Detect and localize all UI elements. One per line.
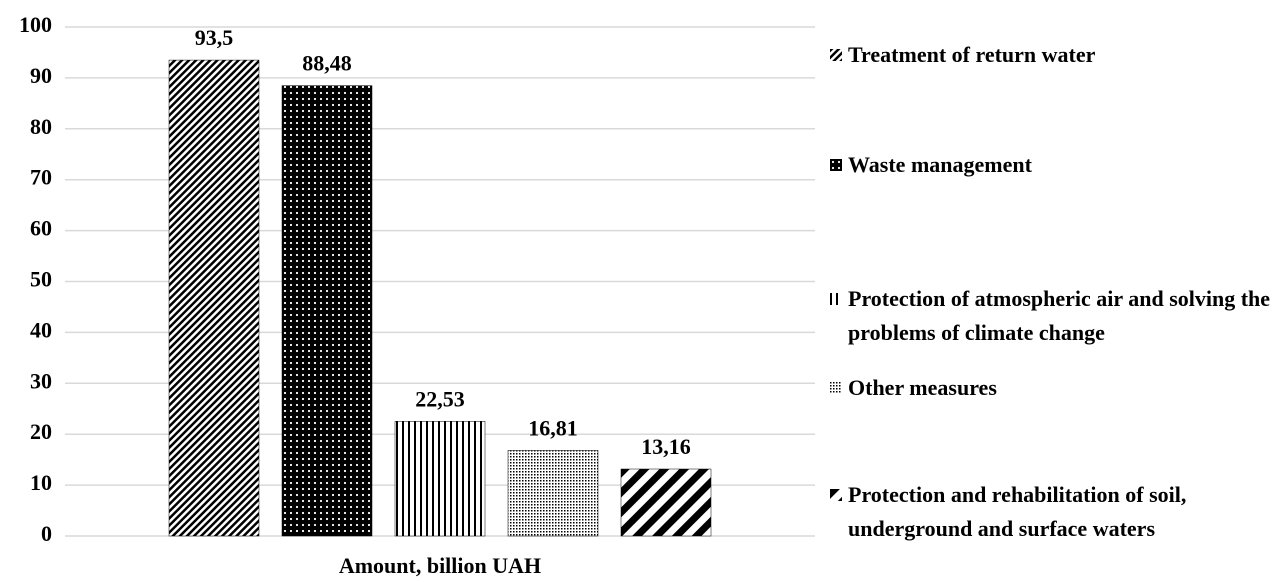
legend-swatch-fill <box>830 159 842 171</box>
y-tick-label: 60 <box>30 216 52 241</box>
legend-label: Other measures <box>848 375 997 400</box>
y-tick-label: 20 <box>30 419 52 444</box>
data-label: 13,16 <box>641 434 691 459</box>
x-tick-label: Amount, billion UAH <box>339 553 541 578</box>
bar <box>168 59 260 537</box>
bar <box>281 85 373 537</box>
y-tick-label: 10 <box>30 470 52 495</box>
legend-swatch-fill <box>830 489 842 501</box>
y-tick-label: 100 <box>19 12 52 37</box>
legend-item: Protection of atmospheric air and solvin… <box>830 282 1273 350</box>
legend-swatch <box>830 159 842 171</box>
y-tick-label: 90 <box>30 63 52 88</box>
legend-item: Treatment of return water <box>830 38 1273 72</box>
legend-swatch <box>830 49 842 61</box>
bar <box>507 450 599 537</box>
data-label: 16,81 <box>528 415 578 440</box>
y-tick-label: 80 <box>30 114 52 139</box>
legend-swatch <box>830 293 842 305</box>
y-tick-label: 70 <box>30 165 52 190</box>
bar <box>620 468 712 537</box>
legend-label: Waste management <box>848 152 1032 177</box>
legend-swatch-fill <box>830 293 842 305</box>
y-tick-label: 0 <box>41 521 52 546</box>
y-tick-label: 30 <box>30 368 52 393</box>
legend-item: Protection and rehabilitation of soil, u… <box>830 478 1273 546</box>
legend-label: Treatment of return water <box>848 42 1096 67</box>
bar <box>394 421 486 537</box>
legend-item: Other measures <box>830 371 1273 405</box>
legend-label: Protection of atmospheric air and solvin… <box>848 286 1271 345</box>
legend-swatch-fill <box>830 382 842 394</box>
legend-swatch-fill <box>830 49 842 61</box>
legend-label: Protection and rehabilitation of soil, u… <box>848 482 1187 541</box>
y-tick-label: 40 <box>30 317 52 342</box>
y-tick-label: 50 <box>30 267 52 292</box>
legend-item: Waste management <box>830 148 1273 182</box>
data-label: 88,48 <box>302 51 352 76</box>
data-label: 93,5 <box>195 25 234 50</box>
data-label: 22,53 <box>415 386 465 411</box>
legend-swatch <box>830 489 842 501</box>
legend-swatch <box>830 382 842 394</box>
